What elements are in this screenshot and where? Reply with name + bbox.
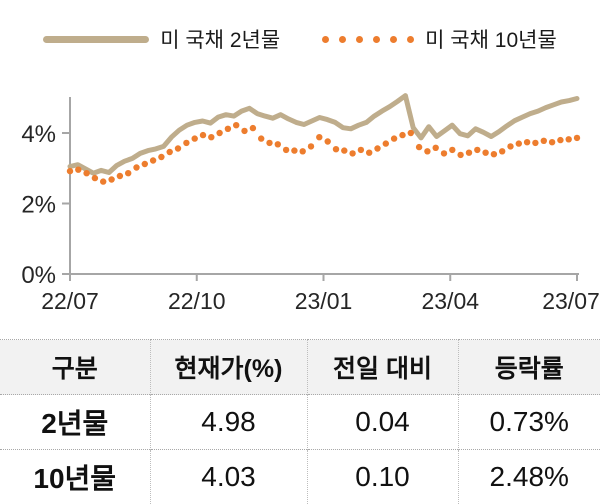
cell-2y-change-rate: 0.73% (457, 394, 600, 450)
svg-text:23/07: 23/07 (542, 288, 600, 314)
col-header-day-change: 전일 대비 (306, 339, 458, 395)
chart-legend: 미 국채 2년물 미 국채 10년물 (0, 24, 600, 54)
cell-10y-current-price: 4.03 (149, 449, 307, 504)
cell-10y-change-rate: 2.48% (457, 449, 600, 504)
row-label-10y: 10년물 (0, 449, 150, 504)
yield-line-chart: 0% 2% 4% 22/07 22/10 23/01 23/04 23/07 (21, 93, 600, 314)
dotted-line-swatch (322, 35, 415, 43)
cell-2y-current-price: 4.98 (149, 394, 307, 450)
col-header-change-rate: 등락률 (457, 339, 600, 395)
table-row-2y: 2년물 4.98 0.04 0.73% (0, 394, 600, 450)
legend-label-2y: 미 국채 2년물 (160, 29, 281, 52)
legend-item-10y: 미 국채 10년물 (322, 24, 557, 54)
table-header-row: 구분 현재가(%) 전일 대비 등락률 (0, 339, 600, 395)
svg-text:23/04: 23/04 (421, 288, 479, 314)
svg-text:0%: 0% (21, 262, 56, 289)
cell-10y-day-change: 0.10 (306, 449, 458, 504)
svg-text:22/10: 22/10 (168, 288, 226, 314)
svg-text:4%: 4% (21, 121, 56, 148)
svg-text:23/01: 23/01 (295, 288, 353, 314)
svg-text:2%: 2% (21, 192, 56, 219)
svg-text:22/07: 22/07 (41, 288, 99, 314)
cell-2y-day-change: 0.04 (306, 394, 458, 450)
row-label-2y: 2년물 (0, 394, 150, 450)
table-row-10y: 10년물 4.03 0.10 2.48% (0, 449, 600, 504)
yield-table: 구분 현재가(%) 전일 대비 등락률 2년물 4.98 0.04 0.73% … (0, 339, 600, 504)
col-header-category: 구분 (0, 339, 150, 395)
legend-item-2y: 미 국채 2년물 (43, 24, 280, 54)
solid-line-swatch (43, 35, 150, 43)
legend-label-10y: 미 국채 10년물 (425, 29, 557, 52)
col-header-current-price: 현재가(%) (149, 339, 307, 395)
